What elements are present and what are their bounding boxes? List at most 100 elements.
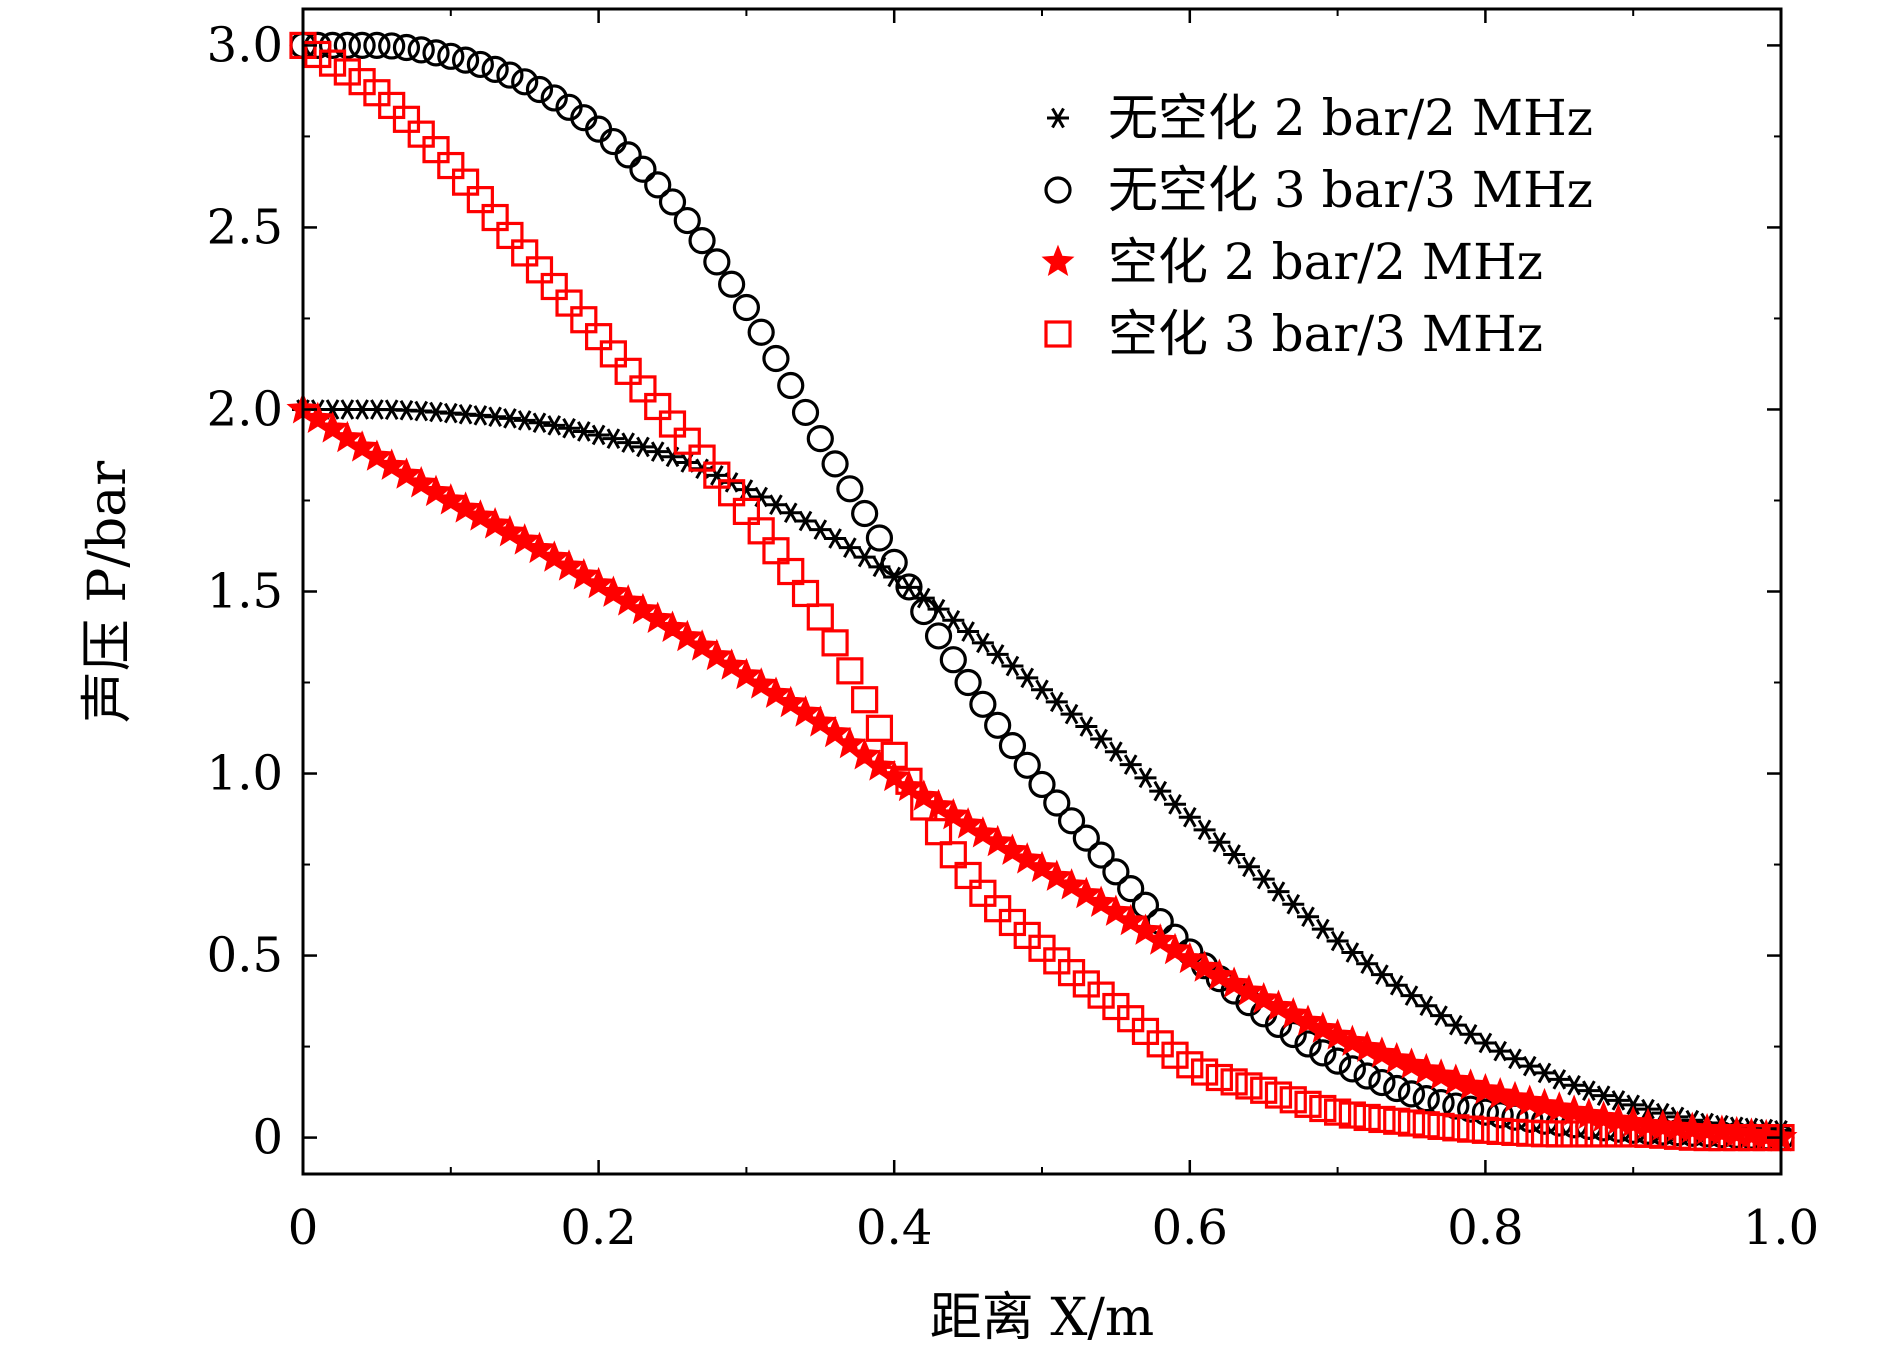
data-point bbox=[1114, 903, 1148, 936]
data-point bbox=[1590, 1120, 1618, 1148]
data-point bbox=[703, 461, 731, 489]
data-point bbox=[572, 421, 595, 442]
data-point bbox=[838, 537, 861, 558]
y-tick-label: 0.5 bbox=[207, 928, 283, 984]
data-point bbox=[1563, 1074, 1586, 1096]
data-point bbox=[1649, 1121, 1677, 1149]
data-point bbox=[614, 141, 642, 169]
data-point bbox=[865, 714, 894, 742]
data-point bbox=[809, 519, 832, 540]
data-point bbox=[836, 475, 864, 503]
data-point bbox=[567, 558, 601, 590]
x-tick-label: 1.0 bbox=[1743, 1200, 1819, 1256]
data-point bbox=[584, 323, 613, 351]
data-point bbox=[478, 507, 512, 539]
data-point bbox=[1412, 1111, 1440, 1139]
data-point bbox=[511, 239, 539, 267]
data-point bbox=[729, 657, 763, 690]
data-point bbox=[1604, 1120, 1633, 1148]
data-point bbox=[1560, 1120, 1588, 1148]
data-point bbox=[481, 55, 509, 83]
data-point bbox=[747, 517, 775, 545]
data-point bbox=[1457, 1115, 1485, 1143]
data-point bbox=[1188, 950, 1222, 982]
data-point bbox=[1294, 1090, 1322, 1118]
data-point bbox=[897, 577, 920, 598]
data-point bbox=[1161, 1041, 1189, 1069]
data-point bbox=[1040, 859, 1074, 891]
data-point bbox=[700, 638, 734, 671]
data-point bbox=[451, 46, 480, 74]
data-point bbox=[1291, 1004, 1325, 1036]
data-point bbox=[1190, 1058, 1219, 1086]
data-point bbox=[1060, 703, 1083, 725]
data-point bbox=[1592, 1085, 1615, 1106]
x-tick-label: 0 bbox=[288, 1200, 319, 1256]
x-axis-label: 距离 X/m bbox=[930, 1288, 1154, 1347]
data-point bbox=[644, 171, 672, 199]
data-point bbox=[1326, 930, 1349, 952]
data-point bbox=[644, 392, 672, 421]
data-point bbox=[969, 879, 997, 907]
data-point bbox=[558, 417, 581, 439]
series-4 bbox=[289, 31, 1795, 1152]
data-point bbox=[392, 33, 421, 62]
data-point bbox=[715, 648, 749, 680]
data-point bbox=[1134, 767, 1157, 789]
data-point bbox=[1279, 1086, 1307, 1114]
data-point bbox=[318, 31, 347, 60]
data-point bbox=[851, 686, 879, 714]
data-point bbox=[1010, 842, 1044, 874]
data-point bbox=[1250, 1076, 1278, 1104]
data-point bbox=[1516, 1119, 1544, 1147]
data-point bbox=[1353, 1103, 1381, 1132]
data-point bbox=[1335, 1024, 1369, 1056]
data-point bbox=[330, 420, 364, 453]
data-point bbox=[1084, 885, 1118, 917]
data-point bbox=[1321, 1018, 1355, 1050]
data-point bbox=[1297, 906, 1320, 928]
y-tick-label: 1.5 bbox=[207, 564, 283, 620]
x-tick-label: 0.6 bbox=[1152, 1200, 1228, 1256]
data-point bbox=[895, 573, 923, 601]
data-point bbox=[1457, 1095, 1485, 1123]
legend-marker bbox=[1044, 320, 1072, 348]
data-point bbox=[1353, 1062, 1381, 1090]
data-point bbox=[1634, 1120, 1662, 1148]
data-point bbox=[629, 375, 657, 403]
data-point bbox=[1069, 876, 1103, 909]
data-point bbox=[345, 430, 379, 462]
data-point bbox=[1176, 1051, 1204, 1079]
data-point bbox=[1486, 1101, 1514, 1129]
data-point bbox=[1489, 1040, 1512, 1062]
data-point bbox=[1397, 1109, 1426, 1137]
data-point bbox=[437, 42, 465, 70]
data-point bbox=[762, 537, 790, 565]
data-point bbox=[794, 510, 817, 532]
data-point bbox=[1178, 806, 1201, 828]
data-point bbox=[1397, 1080, 1426, 1108]
data-point bbox=[407, 120, 435, 148]
data-point bbox=[449, 491, 483, 523]
data-point bbox=[936, 798, 970, 830]
data-point bbox=[865, 524, 894, 552]
data-point bbox=[1424, 1058, 1458, 1090]
y-axis-label: 声压 P/bar bbox=[78, 461, 138, 723]
x-tick-label: 0.4 bbox=[856, 1200, 932, 1256]
data-point bbox=[791, 579, 820, 608]
data-point bbox=[1380, 1041, 1414, 1074]
data-point bbox=[688, 227, 716, 255]
data-point bbox=[1232, 974, 1266, 1006]
data-point bbox=[718, 270, 746, 298]
data-point bbox=[1350, 1030, 1384, 1062]
data-point bbox=[543, 415, 566, 436]
data-point bbox=[984, 711, 1012, 739]
data-point bbox=[670, 619, 704, 652]
x-tick-label: 0.8 bbox=[1447, 1200, 1523, 1256]
data-point bbox=[1311, 918, 1334, 940]
data-point bbox=[555, 289, 583, 317]
y-axis-ticks: 0 0.5 1.0 1.5 2.0 2.5 3.0 bbox=[207, 17, 1781, 1166]
legend-marker bbox=[1044, 176, 1072, 204]
data-point bbox=[777, 371, 805, 400]
data-point bbox=[617, 432, 640, 453]
